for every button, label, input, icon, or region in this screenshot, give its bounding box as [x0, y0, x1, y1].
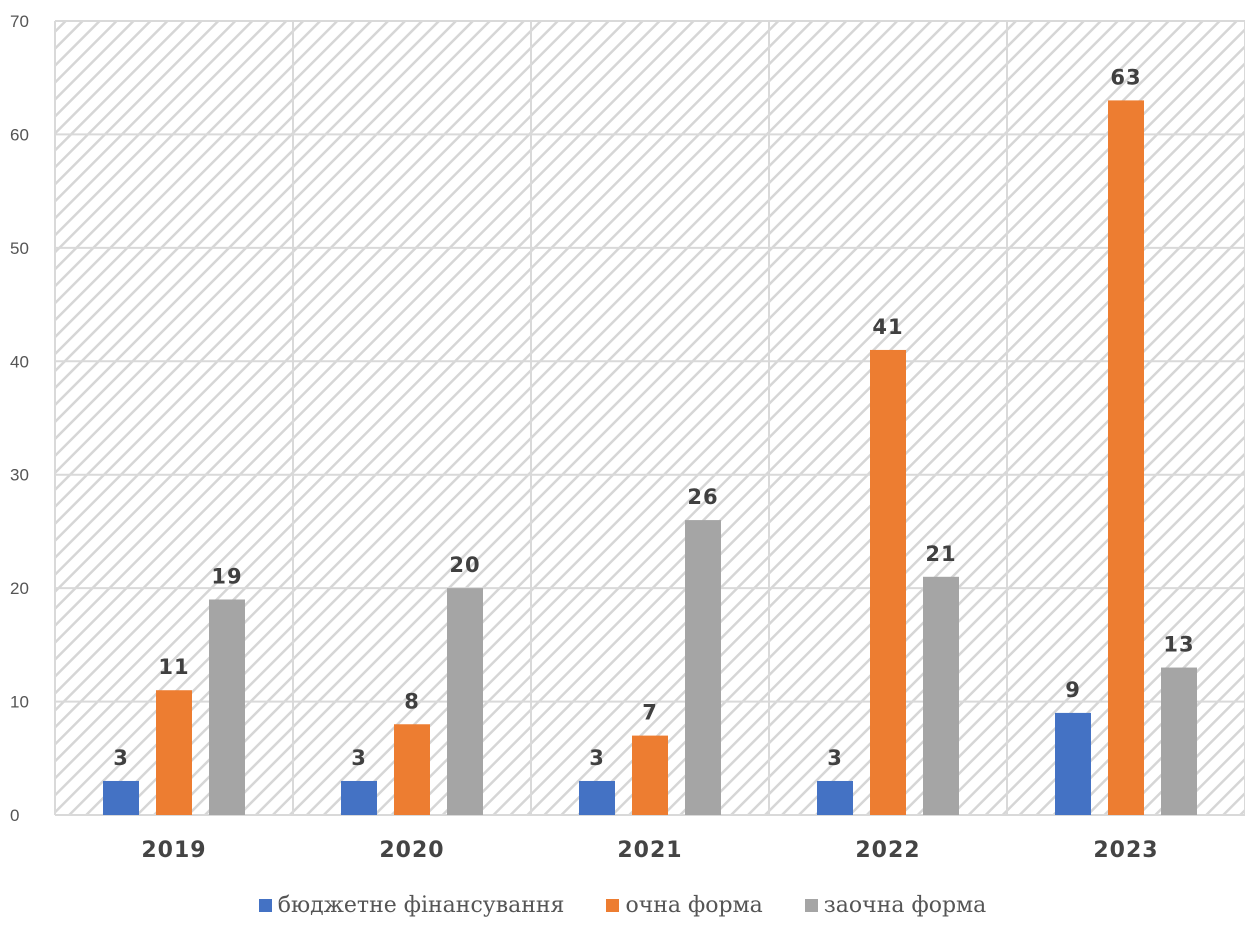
x-tick-label: 2020 [379, 838, 444, 863]
bar-budget-2021 [579, 780, 615, 815]
legend-item-parttime: заочна форма [804, 892, 987, 918]
bar-fulltime-2020 [394, 724, 430, 815]
bar-fulltime-2019 [156, 690, 192, 815]
data-label-parttime-2019: 19 [211, 564, 242, 588]
data-label-parttime-2020: 20 [449, 553, 480, 577]
bar-parttime-2020 [447, 588, 483, 815]
legend-swatch-budget [258, 898, 272, 912]
legend-swatch-fulltime [606, 898, 620, 912]
plot-background [55, 21, 1245, 815]
x-tick-label: 2022 [855, 838, 920, 863]
x-tick-label: 2019 [141, 838, 206, 863]
data-label-parttime-2022: 21 [925, 542, 956, 566]
data-label-fulltime-2022: 41 [872, 315, 903, 339]
legend-label-parttime: заочна форма [823, 892, 987, 918]
bar-fulltime-2022 [870, 349, 906, 815]
data-label-fulltime-2023: 63 [1110, 65, 1141, 89]
y-tick-label: 0 [10, 806, 19, 825]
bar-fulltime-2021 [632, 735, 668, 815]
legend-item-fulltime: очна форма [606, 892, 763, 918]
y-tick-label: 40 [10, 352, 29, 371]
data-label-budget-2022: 3 [827, 746, 843, 770]
bar-parttime-2019 [209, 599, 245, 815]
x-tick-label: 2021 [617, 838, 682, 863]
data-label-parttime-2023: 13 [1163, 633, 1194, 657]
data-label-budget-2020: 3 [351, 746, 367, 770]
bar-budget-2022 [817, 780, 853, 815]
y-tick-label: 60 [10, 125, 29, 144]
x-tick-label: 2023 [1093, 838, 1158, 863]
bar-budget-2019 [103, 780, 139, 815]
y-tick-label: 50 [10, 239, 29, 258]
y-tick-label: 20 [10, 579, 29, 598]
y-tick-label: 10 [10, 693, 29, 712]
bar-fulltime-2023 [1108, 100, 1144, 815]
data-label-budget-2021: 3 [589, 746, 605, 770]
bar-parttime-2023 [1161, 667, 1197, 815]
y-tick-label: 70 [10, 12, 29, 31]
legend-label-fulltime: очна форма [625, 892, 763, 918]
data-label-fulltime-2019: 11 [158, 655, 189, 679]
data-label-fulltime-2020: 8 [404, 689, 420, 713]
legend-item-budget: бюджетне фінансування [258, 892, 565, 918]
data-label-parttime-2021: 26 [687, 485, 718, 509]
legend-swatch-parttime [804, 898, 818, 912]
data-label-budget-2019: 3 [113, 746, 129, 770]
y-tick-label: 30 [10, 466, 29, 485]
data-label-fulltime-2021: 7 [642, 701, 658, 725]
chart-legend: бюджетне фінансування очна форма заочна … [0, 885, 1245, 925]
bar-budget-2023 [1055, 712, 1091, 815]
data-label-budget-2023: 9 [1065, 678, 1081, 702]
bar-parttime-2021 [685, 520, 721, 815]
bar-parttime-2022 [923, 576, 959, 815]
legend-label-budget: бюджетне фінансування [277, 892, 565, 918]
bar-budget-2020 [341, 780, 377, 815]
